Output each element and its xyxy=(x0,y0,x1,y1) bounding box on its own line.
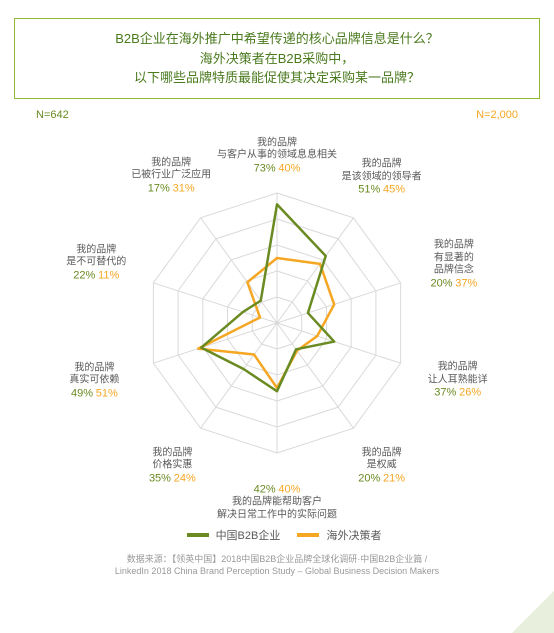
axis-label: 我的品牌有显著的品牌信念20% 37% xyxy=(430,239,477,290)
page: B2B企业在海外推广中希望传递的核心品牌信息是什么？ 海外决策者在B2B采购中，… xyxy=(0,0,554,633)
axis-label: 我的品牌与客户从事的领域息息相关73% 40% xyxy=(217,137,337,176)
legend-swatch-1 xyxy=(187,533,209,537)
radar-chart: N=642 N=2,000 我的品牌与客户从事的领域息息相关73% 40%我的品… xyxy=(14,105,540,525)
source-line-2: LinkedIn 2018 China Brand Perception Stu… xyxy=(115,566,439,576)
title-line-3: 以下哪些品牌特质最能促使其决定采购某一品牌？ xyxy=(23,68,531,88)
axis-label: 我的品牌已被行业广泛应用17% 31% xyxy=(131,158,211,197)
axis-label: 我的品牌是该领域的领导者51% 45% xyxy=(342,159,422,198)
axis-label: 我的品牌是权威20% 21% xyxy=(358,447,405,486)
source-line-1: 数据来源：【领英中国】2018中国B2B企业品牌全球化调研·中国B2B企业篇 / xyxy=(127,554,428,564)
axis-label: 我的品牌是不可替代的22% 11% xyxy=(66,244,126,283)
source-citation: 数据来源：【领英中国】2018中国B2B企业品牌全球化调研·中国B2B企业篇 /… xyxy=(14,553,540,578)
axis-label: 我的品牌让人耳熟能详37% 26% xyxy=(428,362,488,401)
title-box: B2B企业在海外推广中希望传递的核心品牌信息是什么？ 海外决策者在B2B采购中，… xyxy=(14,18,540,99)
axis-label: 我的品牌真实可依赖49% 51% xyxy=(69,362,119,401)
axis-label: 我的品牌价格实惠35% 24% xyxy=(149,447,196,486)
sample-size-left: N=642 xyxy=(36,109,69,121)
axis-label: 42% 40%我的品牌能帮助客户解决日常工作中的实际问题 xyxy=(217,483,337,522)
corner-accent xyxy=(512,591,554,633)
legend-swatch-2 xyxy=(297,533,319,537)
title-line-1: B2B企业在海外推广中希望传递的核心品牌信息是什么？ xyxy=(23,29,531,49)
title-line-2: 海外决策者在B2B采购中， xyxy=(23,49,531,69)
sample-size-right: N=2,000 xyxy=(476,109,518,121)
